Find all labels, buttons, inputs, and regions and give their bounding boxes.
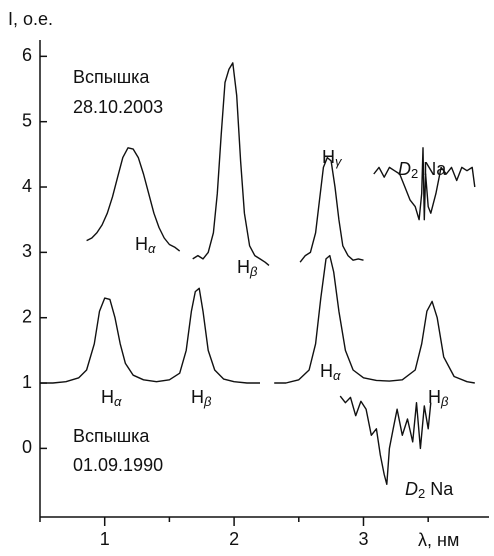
line-label: Hβ	[237, 257, 258, 280]
y-tick-label: 5	[22, 110, 32, 130]
spectrum-line	[86, 62, 476, 266]
x-tick-label: 2	[229, 529, 239, 549]
label-part: β	[249, 264, 258, 279]
label-part: H	[428, 387, 441, 407]
spectrum-line	[40, 254, 475, 485]
y-axis-label: I, о.е.	[8, 9, 53, 29]
x-axis-label: λ, нм	[418, 530, 459, 550]
label-part: H	[191, 387, 204, 407]
y-tick-label: 2	[22, 306, 32, 326]
flare-label: 01.09.1990	[73, 455, 163, 475]
label-part: α	[114, 394, 122, 409]
line-label: Hγ	[322, 147, 343, 170]
label-part: D	[405, 479, 418, 499]
label-part: γ	[335, 154, 343, 169]
x-tick-label: 3	[358, 529, 368, 549]
label-part: 2	[411, 166, 418, 181]
label-part: α	[333, 368, 341, 383]
line-label: Hα	[320, 361, 341, 384]
line-label: Hβ	[428, 387, 449, 410]
label-part: H	[322, 147, 335, 167]
flare-label: Вспышка	[73, 67, 150, 87]
x-tick-label: 1	[100, 529, 110, 549]
y-tick-label: 4	[22, 176, 32, 196]
label-part: H	[101, 387, 114, 407]
line-label: Hα	[101, 387, 122, 410]
y-tick-label: 6	[22, 45, 32, 65]
line-label: Hβ	[191, 387, 212, 410]
flare-label: Вспышка	[73, 426, 150, 446]
y-tick-label: 1	[22, 372, 32, 392]
y-tick-label: 3	[22, 241, 32, 261]
label-part: β	[440, 394, 449, 409]
label-part: 2	[418, 486, 425, 501]
label-part: H	[135, 234, 148, 254]
line-label: D2 Na	[398, 159, 447, 182]
label-part: α	[148, 241, 156, 256]
label-part: H	[320, 361, 333, 381]
label-part: H	[237, 257, 250, 277]
label-part: β	[203, 394, 212, 409]
line-label: D2 Na	[405, 479, 454, 502]
line-label: Hα	[135, 234, 156, 257]
label-part: Na	[418, 159, 447, 179]
flare-label: 28.10.2003	[73, 97, 163, 117]
y-tick-label: 0	[22, 437, 32, 457]
label-part: Na	[425, 479, 454, 499]
label-part: D	[398, 159, 411, 179]
